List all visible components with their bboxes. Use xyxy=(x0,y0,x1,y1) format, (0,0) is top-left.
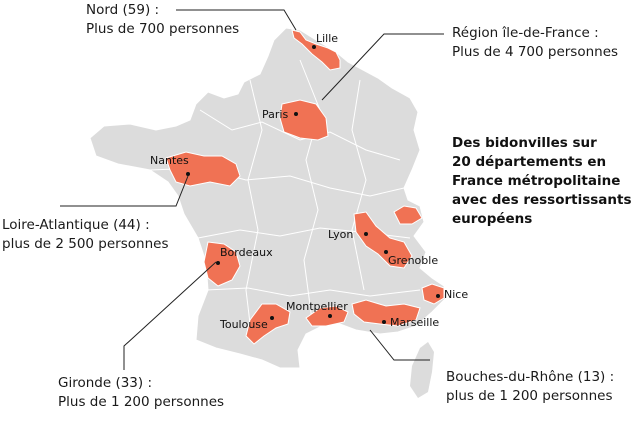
callout-idf-count: Plus de 4 700 personnes xyxy=(452,44,619,60)
callout-gironde-title: Gironde (33) : xyxy=(58,375,152,391)
region-rhone-isere xyxy=(353,211,413,269)
region-bdr-var xyxy=(351,299,421,327)
callout-loire: Loire-Atlantique (44) : plus de 2 500 pe… xyxy=(2,216,168,254)
lille-dot xyxy=(312,45,316,49)
lyon-dot xyxy=(364,232,368,236)
leader-gironde xyxy=(123,261,217,370)
callout-idf: Région île-de-France : Plus de 4 700 per… xyxy=(452,24,618,62)
city-label-grenoble: Grenoble xyxy=(388,254,438,267)
callout-loire-title: Loire-Atlantique (44) : xyxy=(2,217,150,233)
headline-line-4: avec des ressortissants xyxy=(452,192,632,208)
callout-nord: Nord (59) : Plus de 700 personnes xyxy=(86,1,239,39)
city-label-lyon: Lyon xyxy=(328,228,353,241)
nantes-dot xyxy=(186,172,190,176)
grenoble-dot xyxy=(384,250,388,254)
headline-line-3: France métropolitaine xyxy=(452,173,621,189)
region-alpes-maritimes xyxy=(421,283,445,305)
callout-bdr-title: Bouches-du-Rhône (13) : xyxy=(446,369,615,385)
callout-gironde-count: Plus de 1 200 personnes xyxy=(58,394,225,410)
region-idf xyxy=(279,99,329,141)
leader-idf xyxy=(321,33,444,101)
city-label-paris: Paris xyxy=(262,108,288,121)
callout-nord-title: Nord (59) : xyxy=(86,2,160,18)
region-gironde xyxy=(203,241,241,287)
city-label-nantes: Nantes xyxy=(150,154,189,167)
callout-gironde: Gironde (33) : Plus de 1 200 personnes xyxy=(58,374,224,412)
callout-loire-count: plus de 2 500 personnes xyxy=(2,236,169,252)
france-mainland xyxy=(89,27,447,369)
corsica xyxy=(410,342,434,398)
headline: Des bidonvilles sur 20 départements en F… xyxy=(452,134,632,229)
marseille-dot xyxy=(382,320,386,324)
city-label-toulouse: Toulouse xyxy=(219,318,268,331)
city-label-nice: Nice xyxy=(444,288,468,301)
paris-dot xyxy=(294,112,298,116)
headline-line-5: européens xyxy=(452,211,533,227)
headline-line-2: 20 départements en xyxy=(452,154,607,170)
leader-loire xyxy=(60,175,189,207)
leader-lines xyxy=(60,9,444,370)
montpellier-dot xyxy=(328,314,332,318)
city-label-montpellier: Montpellier xyxy=(286,300,348,313)
callout-bdr-count: plus de 1 200 personnes xyxy=(446,388,613,404)
region-haute-garonne xyxy=(245,303,291,345)
city-label-marseille: Marseille xyxy=(390,316,439,329)
region-savoie xyxy=(393,205,423,225)
highlighted-departments xyxy=(165,29,445,345)
region-nord xyxy=(291,29,341,71)
city-markers xyxy=(186,45,440,324)
bordeaux-dot xyxy=(216,261,220,265)
nice-dot xyxy=(436,294,440,298)
city-label-lille: Lille xyxy=(316,32,338,45)
leader-bdr xyxy=(369,329,430,361)
leader-nord xyxy=(176,9,297,31)
headline-line-1: Des bidonvilles sur xyxy=(452,135,597,151)
region-loire-atlantique xyxy=(165,151,241,187)
region-herault xyxy=(305,305,349,327)
callout-idf-title: Région île-de-France : xyxy=(452,25,599,41)
callout-bdr: Bouches-du-Rhône (13) : plus de 1 200 pe… xyxy=(446,368,614,406)
city-label-bordeaux: Bordeaux xyxy=(220,246,273,259)
callout-nord-count: Plus de 700 personnes xyxy=(86,21,240,37)
toulouse-dot xyxy=(270,316,274,320)
